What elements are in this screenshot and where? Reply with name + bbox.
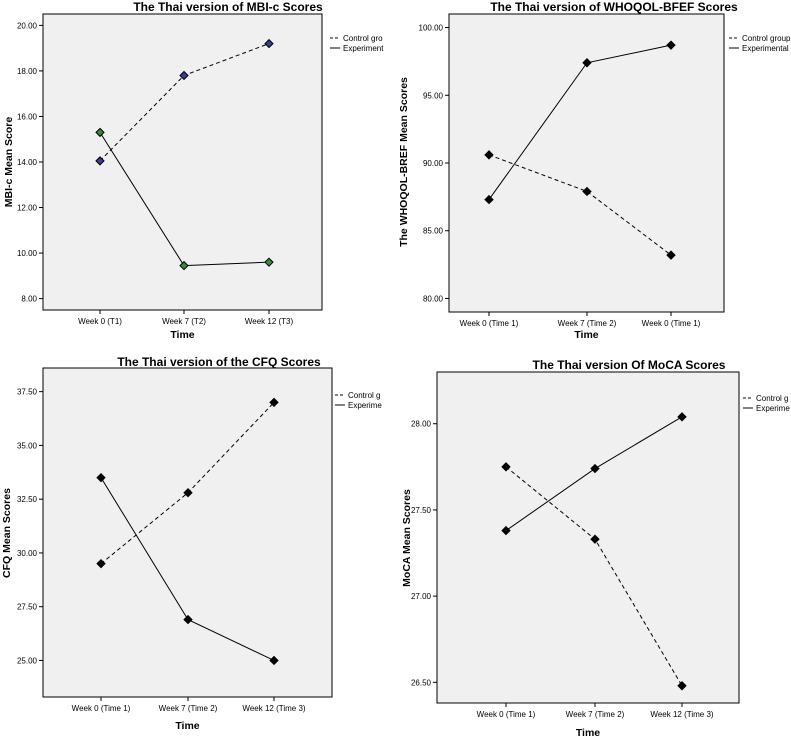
y-axis-title: MoCA Mean Scores <box>401 489 413 587</box>
chart-title: The Thai version of the CFQ Scores <box>117 355 321 369</box>
x-tick-label: Week 7 (Time 2) <box>159 704 218 713</box>
legend-label: Control gro <box>343 34 383 43</box>
x-tick-label: Week 0 (Time 1) <box>72 704 131 713</box>
legend-label: Experiment <box>343 44 384 53</box>
x-tick-label: Week 0 (Time 1) <box>477 710 536 719</box>
x-tick-label: Week 12 (Time 3) <box>242 704 305 713</box>
data-point-control <box>582 186 592 197</box>
plot-area <box>42 13 323 311</box>
legend-label: Experime <box>756 404 790 413</box>
y-tick-label: 28.00 <box>411 420 432 429</box>
data-point-control <box>179 70 189 81</box>
data-point-experimental <box>590 463 600 474</box>
x-tick-label: Week 12 (Time 3) <box>650 710 713 719</box>
x-axis-title: Time <box>175 720 199 732</box>
legend-label: Experime <box>348 401 382 410</box>
y-tick-label: 30.00 <box>17 549 38 558</box>
y-tick-label: 20.00 <box>17 21 38 30</box>
y-tick-label: 37.50 <box>17 388 38 397</box>
x-axis-title: Time <box>576 727 600 739</box>
x-tick-label: Week 7 (Time 2) <box>566 710 625 719</box>
plot-area <box>42 367 333 698</box>
x-tick-label: Week 0 (Time 1) <box>460 319 519 328</box>
y-axis-title: CFQ Mean Scores <box>1 488 13 578</box>
chart-title: The Thai version of WHOQOL-BFEF Scores <box>490 0 738 14</box>
y-tick-label: 32.50 <box>17 495 38 504</box>
data-point-control <box>95 156 105 166</box>
y-tick-label: 85.00 <box>423 227 444 236</box>
x-tick-label: Week 0 (T1) <box>78 317 122 326</box>
y-tick-label: 18.00 <box>17 67 38 76</box>
data-point-control <box>264 38 274 49</box>
x-tick-label: Week 0 (Time 1) <box>642 319 701 328</box>
data-point-experimental <box>95 127 105 138</box>
y-tick-label: 90.00 <box>423 159 444 168</box>
data-point-control <box>183 488 193 498</box>
data-point-control <box>590 534 600 544</box>
y-tick-label: 80.00 <box>423 294 444 303</box>
legend-label: Control g <box>756 394 788 403</box>
legend-label: Experimental <box>742 44 789 53</box>
data-point-experimental <box>501 525 511 536</box>
x-tick-label: Week 12 (T3) <box>245 317 294 326</box>
data-point-experimental <box>183 614 193 625</box>
data-point-experimental <box>582 58 592 68</box>
data-point-control <box>96 558 106 569</box>
data-point-experimental <box>666 40 676 50</box>
chart-title: The Thai version of MBI-c Scores <box>133 0 323 14</box>
y-tick-label: 27.50 <box>411 506 432 515</box>
data-point-experimental <box>96 472 106 483</box>
data-point-experimental <box>264 257 274 267</box>
x-tick-label: Week 7 (T2) <box>162 317 206 326</box>
legend-label: Control group <box>742 34 791 43</box>
y-tick-label: 10.00 <box>17 249 38 258</box>
chart-title: The Thai version Of MoCA Scores <box>533 358 726 372</box>
data-point-experimental <box>677 412 687 422</box>
y-tick-label: 8.00 <box>21 295 37 304</box>
y-axis-title: MBI-c Mean Score <box>3 117 15 208</box>
legend-label: Control g <box>348 391 380 400</box>
y-tick-label: 100.00 <box>419 24 444 33</box>
x-tick-label: Week 7 (Time 2) <box>558 319 617 328</box>
data-point-control <box>666 250 676 260</box>
x-axis-title: Time <box>574 329 598 341</box>
y-tick-label: 95.00 <box>423 91 444 100</box>
data-point-experimental <box>269 655 279 666</box>
data-point-control <box>677 681 687 691</box>
chart-3: The Thai version of the CFQ Scores 25.00 2… <box>1 355 382 732</box>
chart-4: The Thai version Of MoCA Scores 26.50 27.0… <box>401 358 790 739</box>
data-point-experimental <box>179 260 189 271</box>
y-tick-label: 12.00 <box>17 204 38 213</box>
y-tick-label: 14.00 <box>17 158 38 167</box>
plot-area <box>436 371 740 704</box>
chart-1: The Thai version of MBI-c Scores 8.00 10.0… <box>3 0 384 341</box>
data-point-experimental <box>484 194 494 205</box>
x-axis-title: Time <box>170 329 194 341</box>
chart-2: The Thai version of WHOQOL-BFEF Scores 80… <box>398 0 791 341</box>
y-tick-label: 27.50 <box>17 603 38 612</box>
data-point-control <box>269 397 279 408</box>
data-point-control <box>484 150 494 160</box>
y-tick-label: 27.00 <box>411 592 432 601</box>
y-tick-label: 35.00 <box>17 441 38 450</box>
y-tick-label: 25.00 <box>17 656 38 665</box>
y-axis-title: The WHOQOL-BREF Mean Scores <box>398 77 410 247</box>
data-point-control <box>501 462 511 472</box>
y-tick-label: 26.50 <box>411 678 432 687</box>
y-tick-label: 16.00 <box>17 112 38 121</box>
